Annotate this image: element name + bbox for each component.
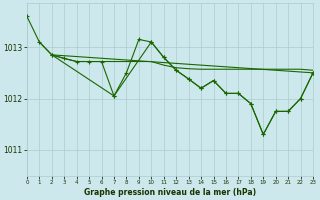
- X-axis label: Graphe pression niveau de la mer (hPa): Graphe pression niveau de la mer (hPa): [84, 188, 256, 197]
